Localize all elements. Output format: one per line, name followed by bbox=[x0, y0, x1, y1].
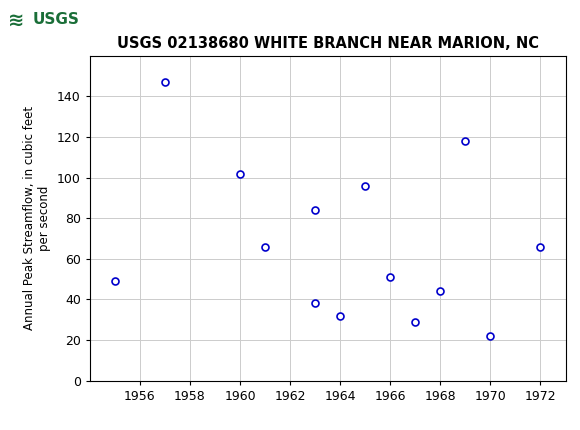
FancyBboxPatch shape bbox=[5, 2, 71, 38]
Point bbox=[361, 182, 370, 189]
Point bbox=[536, 243, 545, 250]
Point bbox=[386, 273, 395, 280]
Point bbox=[310, 300, 320, 307]
Point bbox=[436, 288, 445, 295]
Y-axis label: Annual Peak Streamflow, in cubic feet
per second: Annual Peak Streamflow, in cubic feet pe… bbox=[23, 106, 52, 330]
Title: USGS 02138680 WHITE BRANCH NEAR MARION, NC: USGS 02138680 WHITE BRANCH NEAR MARION, … bbox=[117, 36, 539, 51]
Point bbox=[310, 207, 320, 214]
Point bbox=[110, 278, 119, 285]
Text: USGS: USGS bbox=[32, 12, 79, 28]
Point bbox=[411, 318, 420, 325]
Point bbox=[235, 170, 245, 177]
Point bbox=[160, 79, 169, 86]
Point bbox=[486, 332, 495, 339]
Text: ≋: ≋ bbox=[8, 10, 24, 30]
Point bbox=[336, 312, 345, 319]
Point bbox=[260, 243, 270, 250]
Point bbox=[461, 138, 470, 144]
